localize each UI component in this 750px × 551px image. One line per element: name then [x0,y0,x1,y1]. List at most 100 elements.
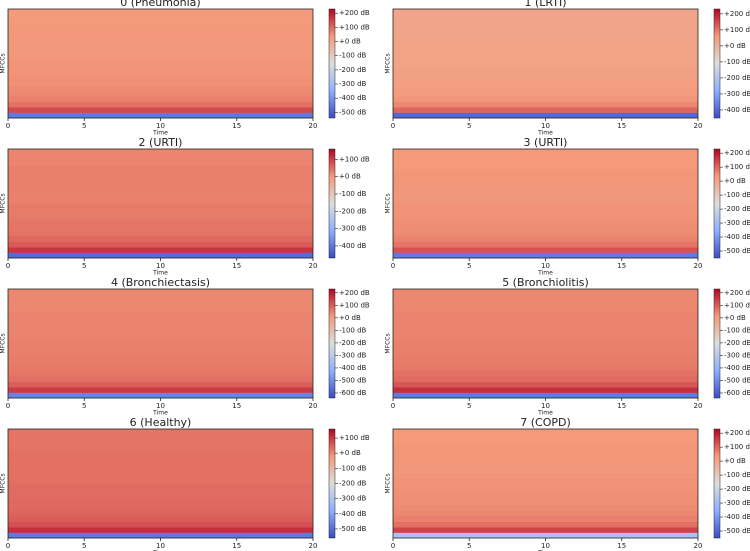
colorbar-tick-label: -200 dB [339,339,367,347]
x-tick-label: 0 [6,402,10,410]
x-tick-label: 20 [694,122,703,130]
x-tick-label: 5 [82,542,86,550]
mfcc-band [8,299,313,306]
x-axis-label: Time [537,410,553,417]
colorbar-tick-label: -300 dB [339,351,367,359]
mfcc-band [393,439,698,446]
subplot-title: 3 (URTI) [524,136,568,149]
x-tick-label: 20 [309,542,318,550]
colorbar-tick-label: -400 dB [339,94,367,102]
mfcc-band [8,499,313,506]
colorbar [713,148,721,259]
subplot-title: 1 (LRTI) [524,0,566,9]
colorbar-tick-label: -100 dB [339,52,367,60]
colorbar [713,428,721,539]
colorbar-tick-label: +200 dB [339,289,370,297]
mfcc-band [393,30,698,37]
x-tick-label: 20 [694,542,703,550]
mfcc-band [8,74,313,81]
mfcc-band [393,316,698,322]
mfcc-band [393,321,698,328]
y-axis-label: MFCCs [385,473,392,493]
mfcc-band [8,36,313,42]
mfcc-band [393,165,698,172]
mfcc-band [8,338,313,344]
x-tick-label: 15 [617,542,626,550]
mfcc-band [8,41,313,48]
colorbar-tick-label: -500 dB [724,527,750,535]
colorbar-tick-label: -300 dB [724,351,750,359]
mfcc-band [8,14,313,21]
mfcc-band [8,79,313,86]
mfcc-band [8,348,313,355]
colorbar-tick-label: +0 dB [339,314,361,322]
x-tick-label: 10 [156,542,165,550]
mfcc-band [393,96,698,102]
mfcc-band [393,532,698,539]
x-axis-label: Time [537,550,553,551]
colorbar-tick-label: +0 dB [724,457,746,465]
subplot: 0 (Pneumonia) 0 5 10 15 20 Time MFCCs +200 dB +10… [0,0,370,137]
mfcc-band [393,338,698,344]
subplot-title: 2 (URTI) [139,136,183,149]
colorbar-tick-label: -100 dB [339,190,367,198]
colorbar-tick-label: -300 dB [724,499,750,507]
colorbar-tick-label: -500 dB [339,108,367,116]
colorbar-tick-label: -400 dB [339,364,367,372]
mfcc-band [393,516,698,522]
colorbar [328,428,336,539]
mfcc-band [8,354,313,361]
mfcc-band [393,112,698,119]
mfcc-band [393,170,698,177]
mfcc-band [393,181,698,188]
colorbar-tick-label: -200 dB [724,339,750,347]
x-axis-label: Time [152,270,168,277]
subplot-title: 5 (Bronchiolitis) [502,276,589,289]
mfcc-band [393,9,698,15]
mfcc-band [8,516,313,522]
subplot: 6 (Healthy) 0 5 10 15 20 Time MFCCs +100 dB +0 dB… [0,416,370,551]
mfcc-band [8,96,313,102]
mfcc-band [393,85,698,92]
x-tick-label: 10 [541,122,550,130]
x-tick-label: 20 [309,402,318,410]
mfcc-band [8,461,313,468]
mfcc-band [8,483,313,490]
subplot: 4 (Bronchiectasis) 0 5 10 15 20 Time MFCCs +200 … [0,276,370,417]
mfcc-band [8,101,313,108]
mfcc-band [393,376,698,382]
x-tick-label: 0 [391,402,395,410]
mfcc-band [8,294,313,301]
x-tick-label: 15 [617,122,626,130]
mfcc-band [393,445,698,452]
mfcc-band [8,68,313,75]
mfcc-band [8,170,313,177]
x-tick-label: 5 [82,262,86,270]
mfcc-band [8,247,313,253]
x-tick-label: 10 [541,542,550,550]
colorbar-tick-label: +0 dB [339,173,361,181]
mfcc-band [8,187,313,193]
mfcc-band [8,219,313,226]
mfcc-band [8,532,313,539]
mfcc-band [393,478,698,484]
mfcc-band [8,112,313,119]
mfcc-band [393,154,698,161]
colorbar [713,8,721,119]
mfcc-band [393,327,698,333]
mfcc-band [8,230,313,237]
mfcc-band [8,434,313,441]
mfcc-band [393,219,698,226]
mfcc-band [8,332,313,339]
mfcc-band [8,47,313,53]
mfcc-band [8,387,313,393]
subplot: 1 (LRTI) 0 5 10 15 20 Time MFCCs +200 dB +100 dB +… [385,0,750,137]
colorbar-tick-label: -300 dB [339,225,367,233]
colorbar-tick-label: -300 dB [339,80,367,88]
y-axis-label: MFCCs [385,193,392,213]
x-tick-label: 20 [694,262,703,270]
mfcc-band [393,510,698,517]
colorbar [328,8,336,119]
x-tick-label: 15 [617,262,626,270]
colorbar [328,148,336,259]
